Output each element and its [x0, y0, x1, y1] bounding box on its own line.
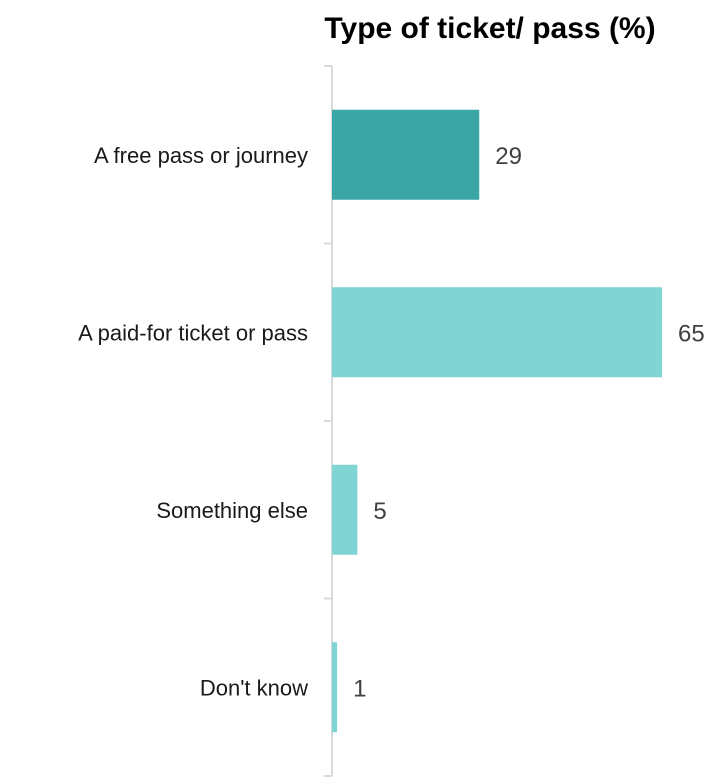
bar	[332, 642, 338, 733]
category-label: A paid-for ticket or pass	[78, 320, 308, 345]
bars	[332, 109, 662, 733]
category-label: Don't know	[200, 675, 308, 700]
category-labels: A free pass or journey A paid-for ticket …	[78, 143, 308, 701]
chart-title: Type of ticket/ pass (%)	[324, 12, 655, 45]
bar	[332, 287, 662, 378]
category-label: A free pass or journey	[94, 143, 308, 168]
value-label: 29	[495, 143, 522, 170]
value-labels: 29 65 5 1	[353, 143, 705, 703]
category-label: Something else	[156, 498, 308, 523]
value-label: 1	[353, 675, 366, 702]
bar	[332, 109, 480, 200]
value-label: 5	[373, 498, 386, 525]
y-axis	[324, 65, 333, 777]
bar	[332, 464, 358, 555]
value-label: 65	[678, 320, 705, 347]
